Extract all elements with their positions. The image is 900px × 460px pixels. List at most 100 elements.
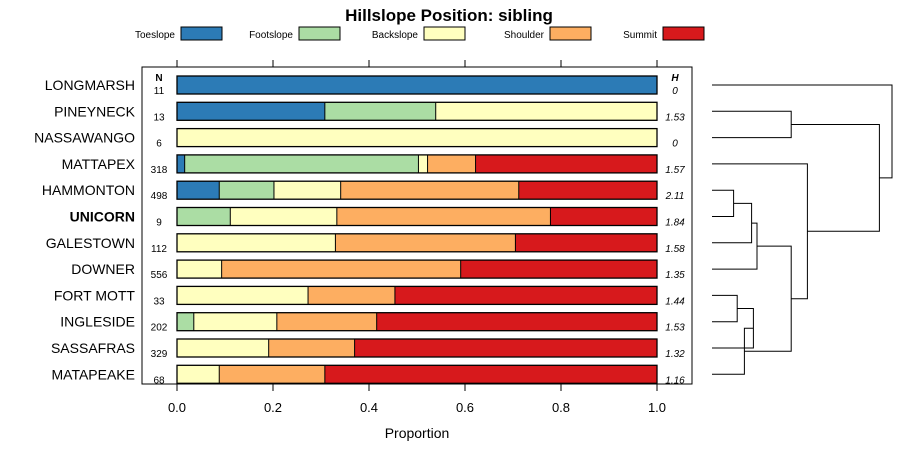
row-pineyneck: PINEYNECK 13 1.53	[54, 101, 685, 123]
legend-swatch-backslope	[423, 26, 466, 41]
x-tick-label: 0.6	[456, 400, 474, 415]
row-sassafras: SASSAFRAS 329 1.32	[51, 338, 685, 360]
dendrogram-merge-11	[712, 84, 893, 179]
category-label: NASSAWANGO	[34, 130, 135, 146]
bar-segment-summit	[354, 339, 657, 357]
bar-segment-backslope	[230, 207, 337, 226]
h-value: 1.35	[665, 270, 685, 281]
n-value: 498	[151, 191, 168, 202]
n-value: 11	[154, 86, 165, 97]
n-column-header: N	[155, 73, 162, 84]
legend-swatch-shoulder	[549, 26, 592, 41]
row-matapeake: MATAPEAKE 68 1.16	[51, 364, 685, 386]
dendrogram-merge-6	[712, 222, 758, 270]
bar-segment-shoulder	[340, 181, 519, 200]
dendrogram-merge-1	[712, 189, 735, 217]
bar-segment-shoulder	[268, 339, 355, 357]
bar-outline	[176, 101, 658, 121]
dendrogram	[712, 84, 893, 375]
row-galestown: GALESTOWN 112 1.58	[46, 233, 685, 255]
bar-outline	[176, 259, 658, 279]
h-value: 0	[672, 139, 678, 150]
n-value: 318	[151, 165, 168, 176]
x-tick-label: 0.4	[360, 400, 378, 415]
bar-segment-summit	[518, 181, 657, 200]
bar-outline	[176, 127, 658, 148]
x-tick-label: 0.0	[168, 400, 186, 415]
bar-segment-summit	[475, 154, 657, 173]
n-value: 33	[153, 296, 165, 307]
bar-outline	[176, 338, 658, 358]
n-value: 202	[151, 323, 168, 334]
category-label: GALESTOWN	[46, 235, 135, 251]
n-value: 329	[151, 349, 168, 360]
bar-outline	[176, 364, 658, 384]
bar-segment-backslope	[193, 312, 277, 331]
n-value: 112	[151, 244, 167, 255]
h-value: 1.57	[665, 165, 685, 176]
bar-outline	[176, 233, 658, 253]
bar-segment-backslope	[177, 286, 309, 305]
bar-segment-backslope	[177, 233, 336, 252]
bar-outline	[176, 285, 658, 306]
dendrogram-merge-2	[712, 294, 738, 323]
n-value: 556	[151, 270, 168, 281]
bar-outline	[176, 206, 658, 227]
bar-segment-backslope	[177, 365, 220, 384]
h-value: 2.11	[665, 191, 685, 202]
category-label: INGLESIDE	[60, 314, 135, 330]
row-nassawango: NASSAWANGO 6 0	[34, 127, 678, 150]
bar-segment-toeslope	[177, 154, 185, 173]
bar-segment-summit	[550, 207, 657, 226]
row-hammonton: HAMMONTON 498 2.11	[42, 180, 685, 202]
category-label: HAMMONTON	[42, 182, 135, 198]
bar-segment-summit	[460, 260, 657, 279]
bar-segment-backslope	[273, 181, 341, 200]
row-ingleside: INGLESIDE 202 1.53	[60, 312, 685, 334]
bar-segment-shoulder	[221, 260, 461, 279]
bar-outline	[176, 75, 658, 95]
row-downer: DOWNER 556 1.35	[71, 259, 685, 281]
bar-outline	[176, 180, 658, 200]
bar-outline	[176, 154, 658, 174]
category-label: FORT MOTT	[54, 287, 136, 303]
legend-label-shoulder: Shoulder	[504, 30, 545, 41]
h-value: 1.44	[665, 296, 685, 307]
n-value: 6	[156, 139, 162, 150]
row-mattapex: MATTAPEX 318 1.57	[62, 154, 685, 176]
plot-frame	[141, 66, 693, 385]
h-value: 1.53	[665, 323, 685, 334]
row-fort-mott: FORT MOTT 33 1.44	[54, 285, 685, 307]
legend-label-toeslope: Toeslope	[135, 30, 175, 41]
bar-segment-shoulder	[219, 365, 325, 384]
bar-segment-backslope	[177, 339, 269, 357]
bar-segment-footslope	[177, 312, 194, 331]
bar-segment-summit	[324, 365, 657, 384]
bar-segment-shoulder	[276, 312, 377, 331]
legend: Toeslope Footslope Backslope Shoulder Summit	[135, 26, 705, 41]
legend-swatch-footslope	[298, 26, 341, 41]
row-unicorn: UNICORN 9 1.84	[70, 206, 685, 229]
bar-segment-footslope	[219, 181, 274, 200]
top-axis-ticks	[176, 60, 658, 67]
bar-segment-footslope	[177, 207, 231, 226]
bar-segment-backslope	[177, 128, 657, 147]
h-column-header: H	[671, 73, 679, 84]
category-label: MATAPEAKE	[51, 366, 135, 382]
bar-segment-backslope	[435, 102, 657, 121]
bar-segment-toeslope	[177, 102, 325, 121]
h-value: 1.53	[665, 112, 685, 123]
category-label: PINEYNECK	[54, 103, 136, 119]
category-label: LONGMARSH	[45, 77, 135, 93]
legend-label-footslope: Footslope	[249, 30, 293, 41]
bar-segment-shoulder	[335, 233, 516, 252]
chart-title: Hillslope Position: sibling	[345, 6, 553, 25]
bar-segment-summit	[515, 233, 657, 252]
bar-outline	[176, 312, 658, 332]
legend-label-backslope: Backslope	[372, 30, 419, 41]
h-value: 0	[672, 86, 678, 97]
category-label: SASSAFRAS	[51, 340, 135, 356]
bar-segment-shoulder	[336, 207, 551, 226]
category-label: DOWNER	[71, 261, 135, 277]
n-value: 13	[153, 112, 165, 123]
